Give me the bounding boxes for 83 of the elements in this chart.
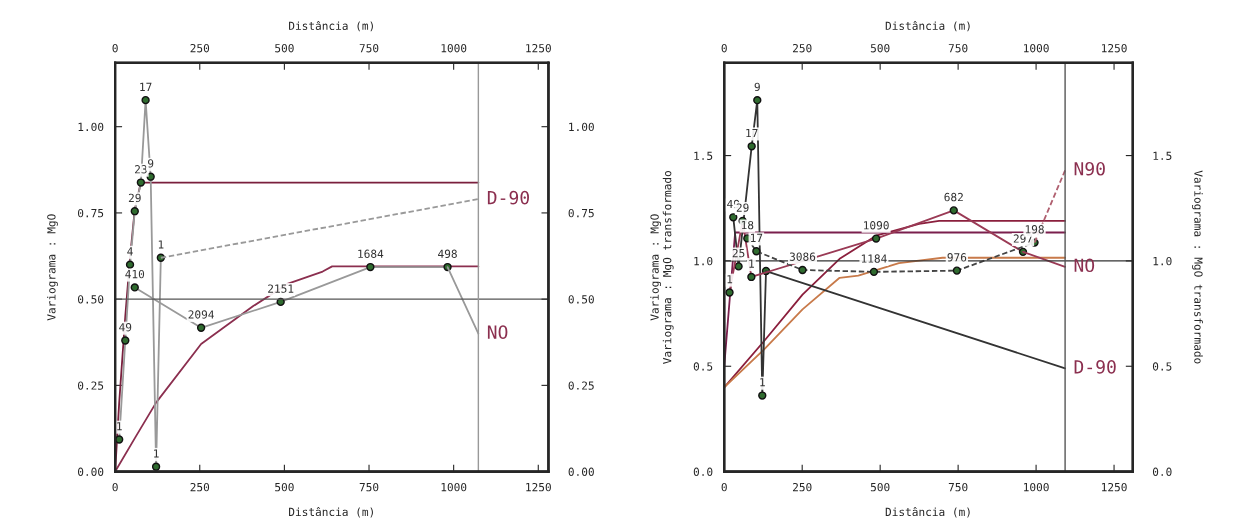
y2-tick-label: 0.0 bbox=[1152, 467, 1172, 477]
annotation: 297 bbox=[1013, 234, 1033, 243]
x-tick-label: 750 bbox=[948, 43, 968, 53]
series-label: D-90 bbox=[487, 190, 529, 205]
x2-tick-label: 1250 bbox=[526, 482, 551, 492]
x-tick-label: 500 bbox=[870, 43, 890, 53]
annotation: 1 bbox=[117, 422, 122, 431]
x-tick-label: 1250 bbox=[526, 43, 551, 53]
annotation: 3086 bbox=[789, 252, 816, 261]
x-tick-label: 750 bbox=[359, 43, 379, 53]
y-tick-label: 0.25 bbox=[77, 381, 104, 390]
x2-tick-label: 0 bbox=[112, 482, 118, 492]
annotation: 2094 bbox=[188, 310, 214, 319]
annotation: 17 bbox=[751, 233, 763, 242]
annotation: 29 bbox=[128, 193, 141, 203]
annotation: 9 bbox=[148, 159, 154, 168]
y-axis-title: Variograma : MgO Variograma : MgO transformado bbox=[650, 170, 674, 364]
y-tick-label: 1.5 bbox=[694, 151, 713, 160]
annotation: 17 bbox=[140, 82, 152, 91]
y-tick-label: 0.00 bbox=[77, 467, 104, 477]
y-tick-label: 0.75 bbox=[77, 208, 104, 218]
annotation: 25 bbox=[732, 248, 745, 258]
y2-tick-label: 0.25 bbox=[568, 381, 594, 390]
x-tick-label: 1000 bbox=[441, 43, 467, 53]
y2-axis-title: Variograma : MgO transformado bbox=[1192, 170, 1203, 364]
annotation: 1 bbox=[158, 240, 164, 249]
x-tick-label: 0 bbox=[112, 43, 118, 53]
y-tick-label: 0.5 bbox=[693, 362, 713, 371]
x2-tick-label: 1250 bbox=[1102, 482, 1127, 492]
annotation: 17 bbox=[746, 128, 758, 138]
x2-tick-label: 750 bbox=[359, 482, 379, 492]
y2-tick-label: 0.5 bbox=[1152, 362, 1172, 371]
annotation: 410 bbox=[125, 269, 145, 279]
annotation: 198 bbox=[1025, 225, 1044, 234]
annotation: 682 bbox=[944, 192, 963, 202]
x2-tick-label: 1000 bbox=[441, 482, 467, 492]
annotation: 1 bbox=[749, 259, 754, 268]
x2-tick-label: 250 bbox=[190, 482, 210, 492]
x2-tick-label: 0 bbox=[721, 482, 727, 492]
y-tick-label: 0.0 bbox=[693, 467, 713, 477]
x2-axis-title: Distância (m) bbox=[885, 20, 970, 32]
annotation: 4 bbox=[127, 247, 133, 256]
annotation: 23 bbox=[135, 165, 147, 174]
series-label: NO bbox=[487, 325, 508, 339]
annotation: 1 bbox=[154, 449, 159, 458]
y2-tick-label: 0.50 bbox=[568, 295, 594, 304]
x-tick-label: 1000 bbox=[1024, 43, 1049, 53]
x-tick-label: 1250 bbox=[1102, 43, 1127, 53]
x-axis-title: Distância (m) bbox=[885, 507, 970, 518]
annotation: 18 bbox=[741, 220, 754, 230]
y-tick-label: 1.00 bbox=[78, 122, 104, 132]
series-label: NO bbox=[1074, 258, 1095, 273]
x2-tick-label: 500 bbox=[275, 482, 294, 492]
y2-tick-label: 0.00 bbox=[568, 467, 594, 477]
y2-tick-label: 1.5 bbox=[1153, 151, 1172, 160]
annotation: 1 bbox=[760, 378, 765, 387]
annotation: 1684 bbox=[358, 249, 384, 258]
y2-tick-label: 1.0 bbox=[1153, 256, 1172, 266]
annotation: 2151 bbox=[268, 284, 294, 293]
annotation: 976 bbox=[947, 253, 967, 262]
series-label: N90 bbox=[1074, 161, 1105, 176]
x-tick-label: 250 bbox=[792, 43, 812, 53]
series-label: D-90 bbox=[1074, 360, 1116, 374]
x-tick-label: 0 bbox=[721, 43, 727, 53]
x2-tick-label: 500 bbox=[870, 482, 890, 492]
y2-tick-label: 1.00 bbox=[569, 122, 594, 132]
x2-tick-label: 750 bbox=[948, 482, 968, 492]
x-tick-label: 250 bbox=[190, 43, 210, 53]
x-tick-label: 500 bbox=[275, 43, 294, 53]
annotation: 498 bbox=[438, 249, 457, 258]
y-tick-label: 0.50 bbox=[77, 295, 104, 304]
x2-axis-title: Distância (m) bbox=[289, 20, 373, 32]
annotation: 1184 bbox=[861, 254, 887, 263]
y2-tick-label: 0.75 bbox=[568, 208, 594, 218]
x2-tick-label: 250 bbox=[792, 482, 812, 492]
x2-tick-label: 1000 bbox=[1024, 482, 1049, 492]
annotation: 49 bbox=[119, 323, 132, 332]
annotation: 1090 bbox=[864, 221, 889, 230]
annotation: 1 bbox=[727, 275, 733, 284]
y-axis-title: Variograma : MgO bbox=[46, 214, 58, 321]
y-tick-label: 1.0 bbox=[694, 256, 713, 266]
annotation: 9 bbox=[754, 82, 760, 92]
x-axis-title: Distância (m) bbox=[289, 507, 373, 518]
